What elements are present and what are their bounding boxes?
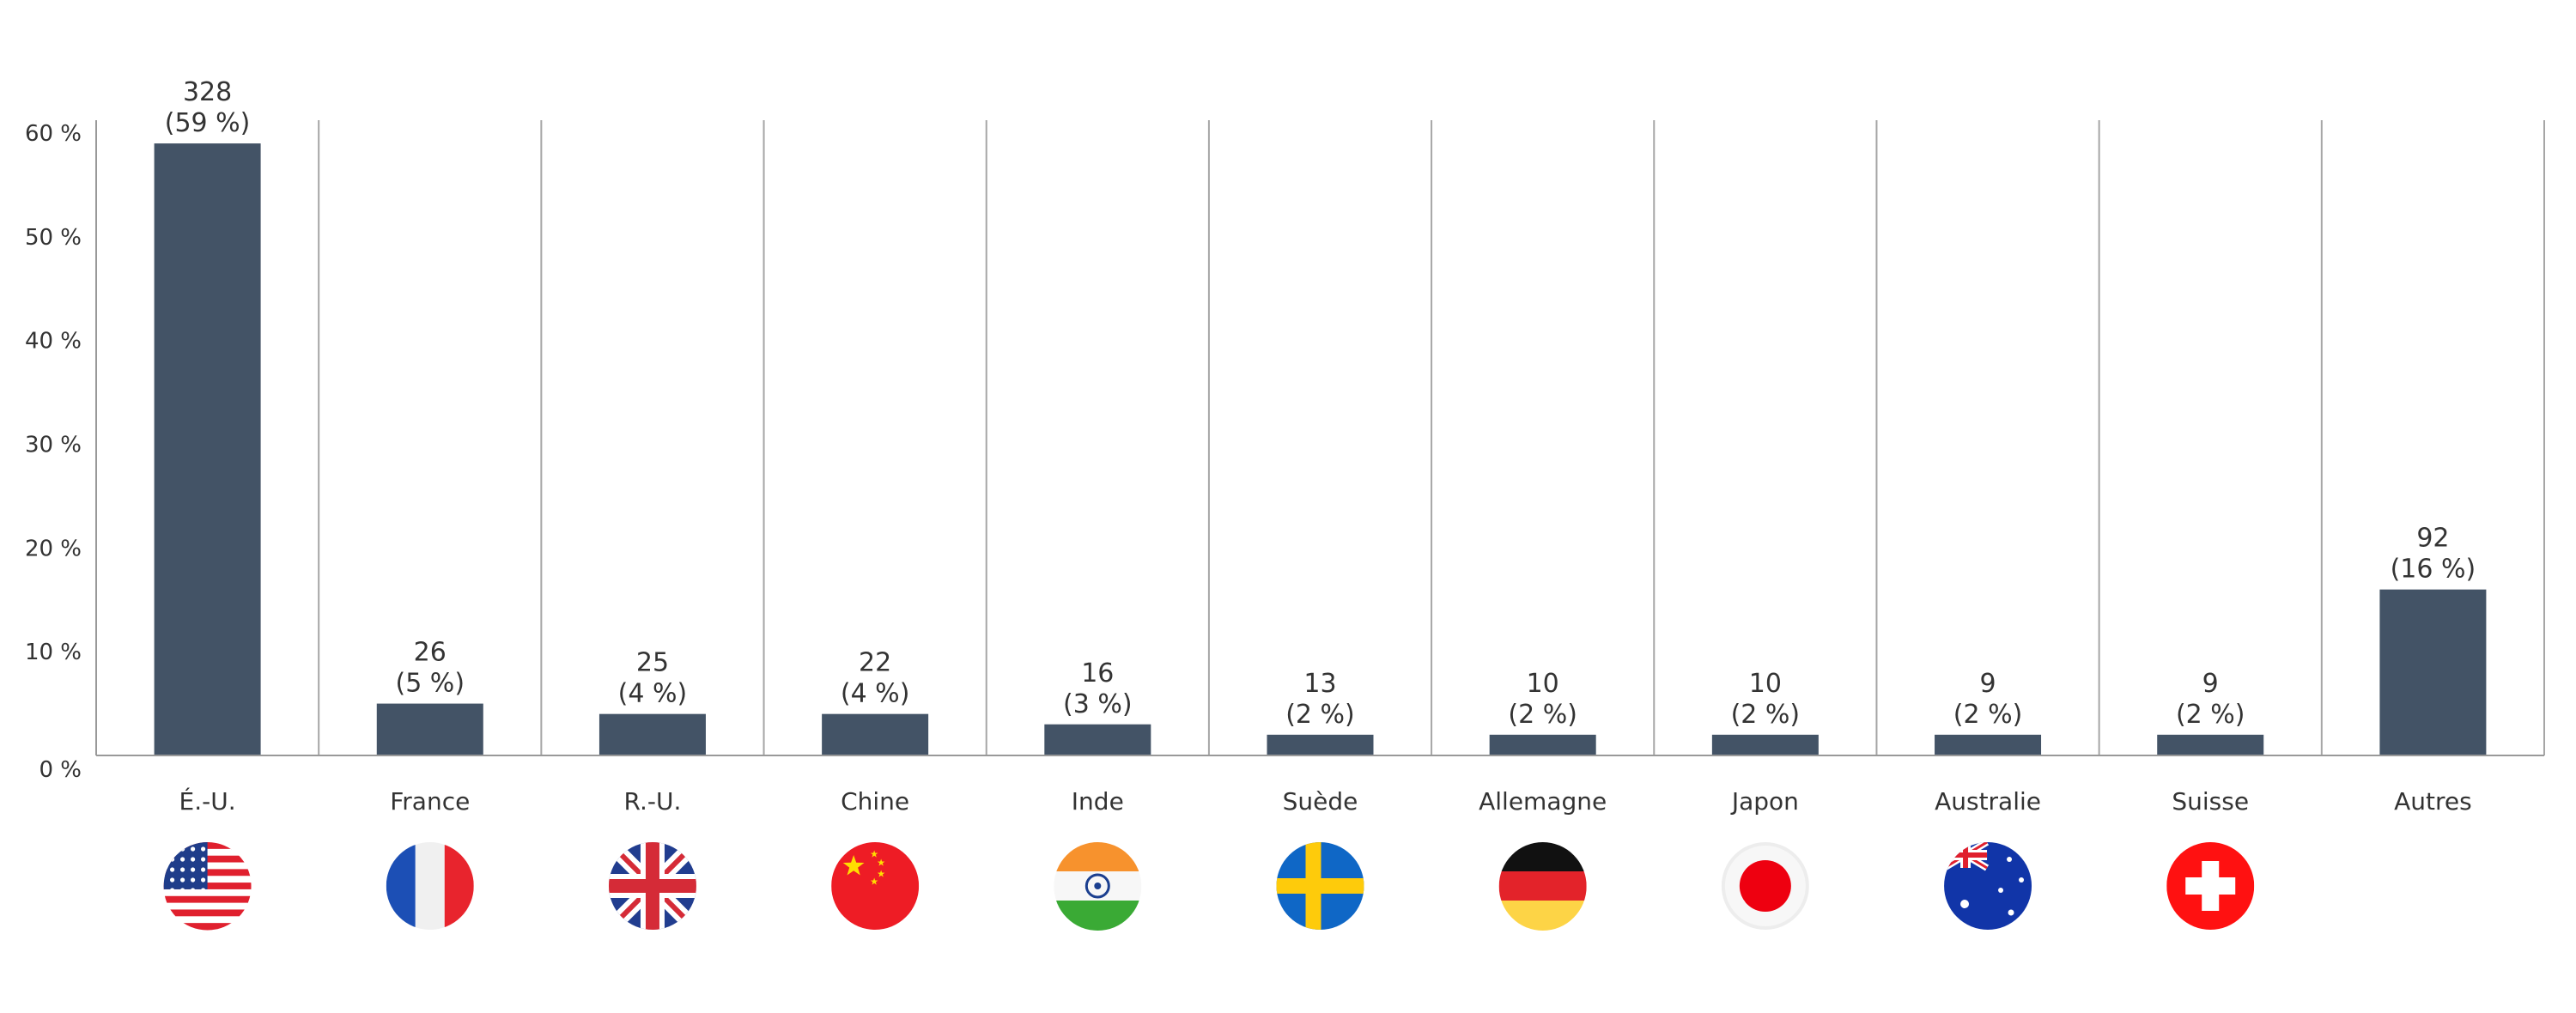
data-label-value: 9 — [2202, 669, 2219, 699]
bar — [376, 703, 483, 755]
data-label-value: 26 — [414, 638, 447, 668]
data-label-percent: (2 %) — [2176, 700, 2245, 730]
data-label-percent: (2 %) — [1508, 700, 1577, 730]
category-label: Chine — [841, 787, 909, 816]
data-label-percent: (5 %) — [395, 669, 465, 699]
data-label-value: 328 — [183, 77, 232, 107]
data-label-value: 16 — [1081, 658, 1114, 688]
data-label-value: 92 — [2416, 524, 2449, 554]
y-tick-label: 30 % — [25, 433, 82, 458]
y-tick-label: 10 % — [25, 640, 82, 665]
data-label-percent: (59 %) — [165, 108, 251, 138]
data-label-value: 10 — [1749, 669, 1782, 699]
category-label: Autres — [2394, 787, 2472, 816]
category-label: Inde — [1072, 787, 1124, 816]
australia-flag-icon — [1944, 842, 2032, 930]
bars — [154, 143, 2487, 756]
data-label-percent: (2 %) — [1953, 700, 2023, 730]
data-label-value: 25 — [636, 648, 669, 678]
y-tick-label: 50 % — [25, 225, 82, 251]
value-labels: 328(59 %)26(5 %)25(4 %)22(4 %)16(3 %)13(… — [165, 77, 2476, 730]
data-label-percent: (2 %) — [1731, 700, 1801, 730]
y-tick-label: 0 % — [39, 757, 82, 783]
usa-flag-icon — [163, 842, 252, 931]
data-label-value: 13 — [1303, 669, 1336, 699]
india-flag-icon — [1054, 842, 1142, 931]
data-label-percent: (16 %) — [2391, 555, 2476, 585]
bar — [1044, 724, 1151, 755]
bar — [822, 713, 929, 755]
y-tick-label: 20 % — [25, 536, 82, 561]
bar — [1711, 734, 1819, 755]
bar — [1267, 734, 1374, 755]
bar — [2157, 734, 2264, 755]
y-tick-label: 40 % — [25, 329, 82, 355]
data-label-value: 9 — [1979, 669, 1996, 699]
china-flag-icon — [831, 842, 920, 930]
data-label-percent: (4 %) — [841, 679, 910, 709]
japan-flag-icon — [1721, 842, 1809, 930]
data-label-percent: (2 %) — [1285, 700, 1355, 730]
sweden-flag-icon — [1276, 842, 1364, 930]
data-label-value: 22 — [859, 648, 891, 678]
category-label: Suisse — [2172, 787, 2249, 816]
category-separators — [318, 120, 2545, 755]
category-label: Japon — [1730, 787, 1799, 816]
category-label: Allemagne — [1479, 787, 1607, 816]
category-label: France — [390, 787, 470, 816]
data-label-percent: (4 %) — [618, 679, 688, 709]
bar — [1935, 734, 2042, 755]
y-tick-label: 60 % — [25, 121, 82, 147]
france-flag-icon — [386, 842, 474, 930]
category-label: Australie — [1935, 787, 2041, 816]
category-label: R.-U. — [624, 787, 682, 816]
data-label-value: 10 — [1527, 669, 1559, 699]
bar — [2379, 589, 2487, 755]
category-label: É.-U. — [179, 786, 236, 816]
category-label: Suède — [1283, 787, 1358, 816]
uk-flag-icon — [608, 842, 696, 930]
bar — [1489, 734, 1596, 755]
flag-icons — [163, 842, 2255, 931]
data-label-percent: (3 %) — [1063, 689, 1133, 719]
germany-flag-icon — [1498, 842, 1587, 931]
switzerland-flag-icon — [2166, 842, 2255, 930]
bar — [598, 713, 706, 755]
bar — [154, 143, 261, 756]
category-labels: É.-U. France R.-U. Chine Inde Suède Allemagne J… — [179, 786, 2472, 816]
y-axis: 0 % 10 % 20 % 30 % 40 % 50 % 60 % — [25, 120, 97, 783]
